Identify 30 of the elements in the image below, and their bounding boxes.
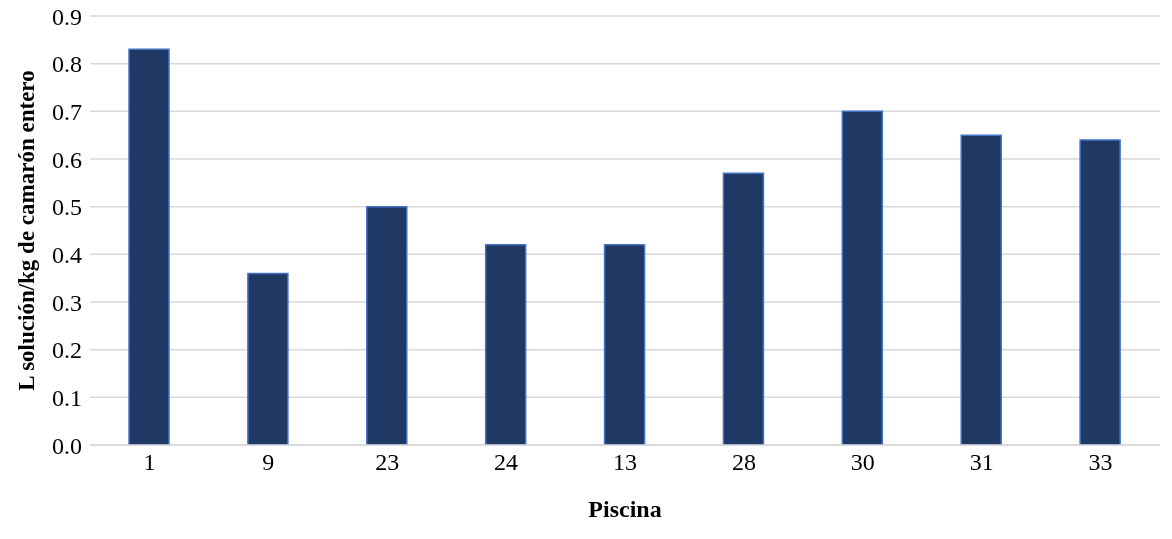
bar bbox=[484, 244, 527, 445]
y-axis-title: L solución/kg de camarón entero bbox=[14, 70, 40, 391]
y-tick-label: 0.1 bbox=[52, 384, 82, 411]
x-tick-label: 33 bbox=[1088, 449, 1113, 476]
y-tick-label: 0.0 bbox=[52, 432, 82, 459]
y-tick-label: 0.4 bbox=[52, 241, 82, 268]
bar bbox=[603, 244, 646, 445]
y-tick-label: 0.9 bbox=[52, 3, 82, 30]
x-tick-label: 13 bbox=[613, 449, 637, 476]
x-tick-label: 9 bbox=[262, 449, 275, 476]
x-tick-label: 24 bbox=[494, 449, 519, 476]
y-tick-label: 0.7 bbox=[52, 98, 82, 125]
x-tick-label: 1 bbox=[143, 449, 156, 476]
y-tick-label: 0.2 bbox=[52, 337, 82, 364]
x-tick-label: 31 bbox=[969, 449, 994, 476]
bar bbox=[722, 172, 765, 445]
y-tick-label: 0.8 bbox=[52, 51, 82, 78]
bar bbox=[247, 272, 289, 445]
x-tick-label: 30 bbox=[850, 449, 875, 476]
bar bbox=[960, 134, 1002, 445]
y-tick-label: 0.6 bbox=[52, 146, 82, 173]
bar bbox=[128, 48, 170, 445]
bar bbox=[841, 110, 884, 445]
y-tick-label: 0.3 bbox=[52, 289, 82, 316]
y-tick-label: 0.5 bbox=[52, 194, 82, 221]
x-tick-label: 28 bbox=[731, 449, 756, 476]
bar bbox=[366, 205, 408, 445]
x-axis-title: Piscina bbox=[588, 496, 662, 522]
x-tick-label: 23 bbox=[375, 449, 400, 476]
bar bbox=[1079, 139, 1121, 445]
